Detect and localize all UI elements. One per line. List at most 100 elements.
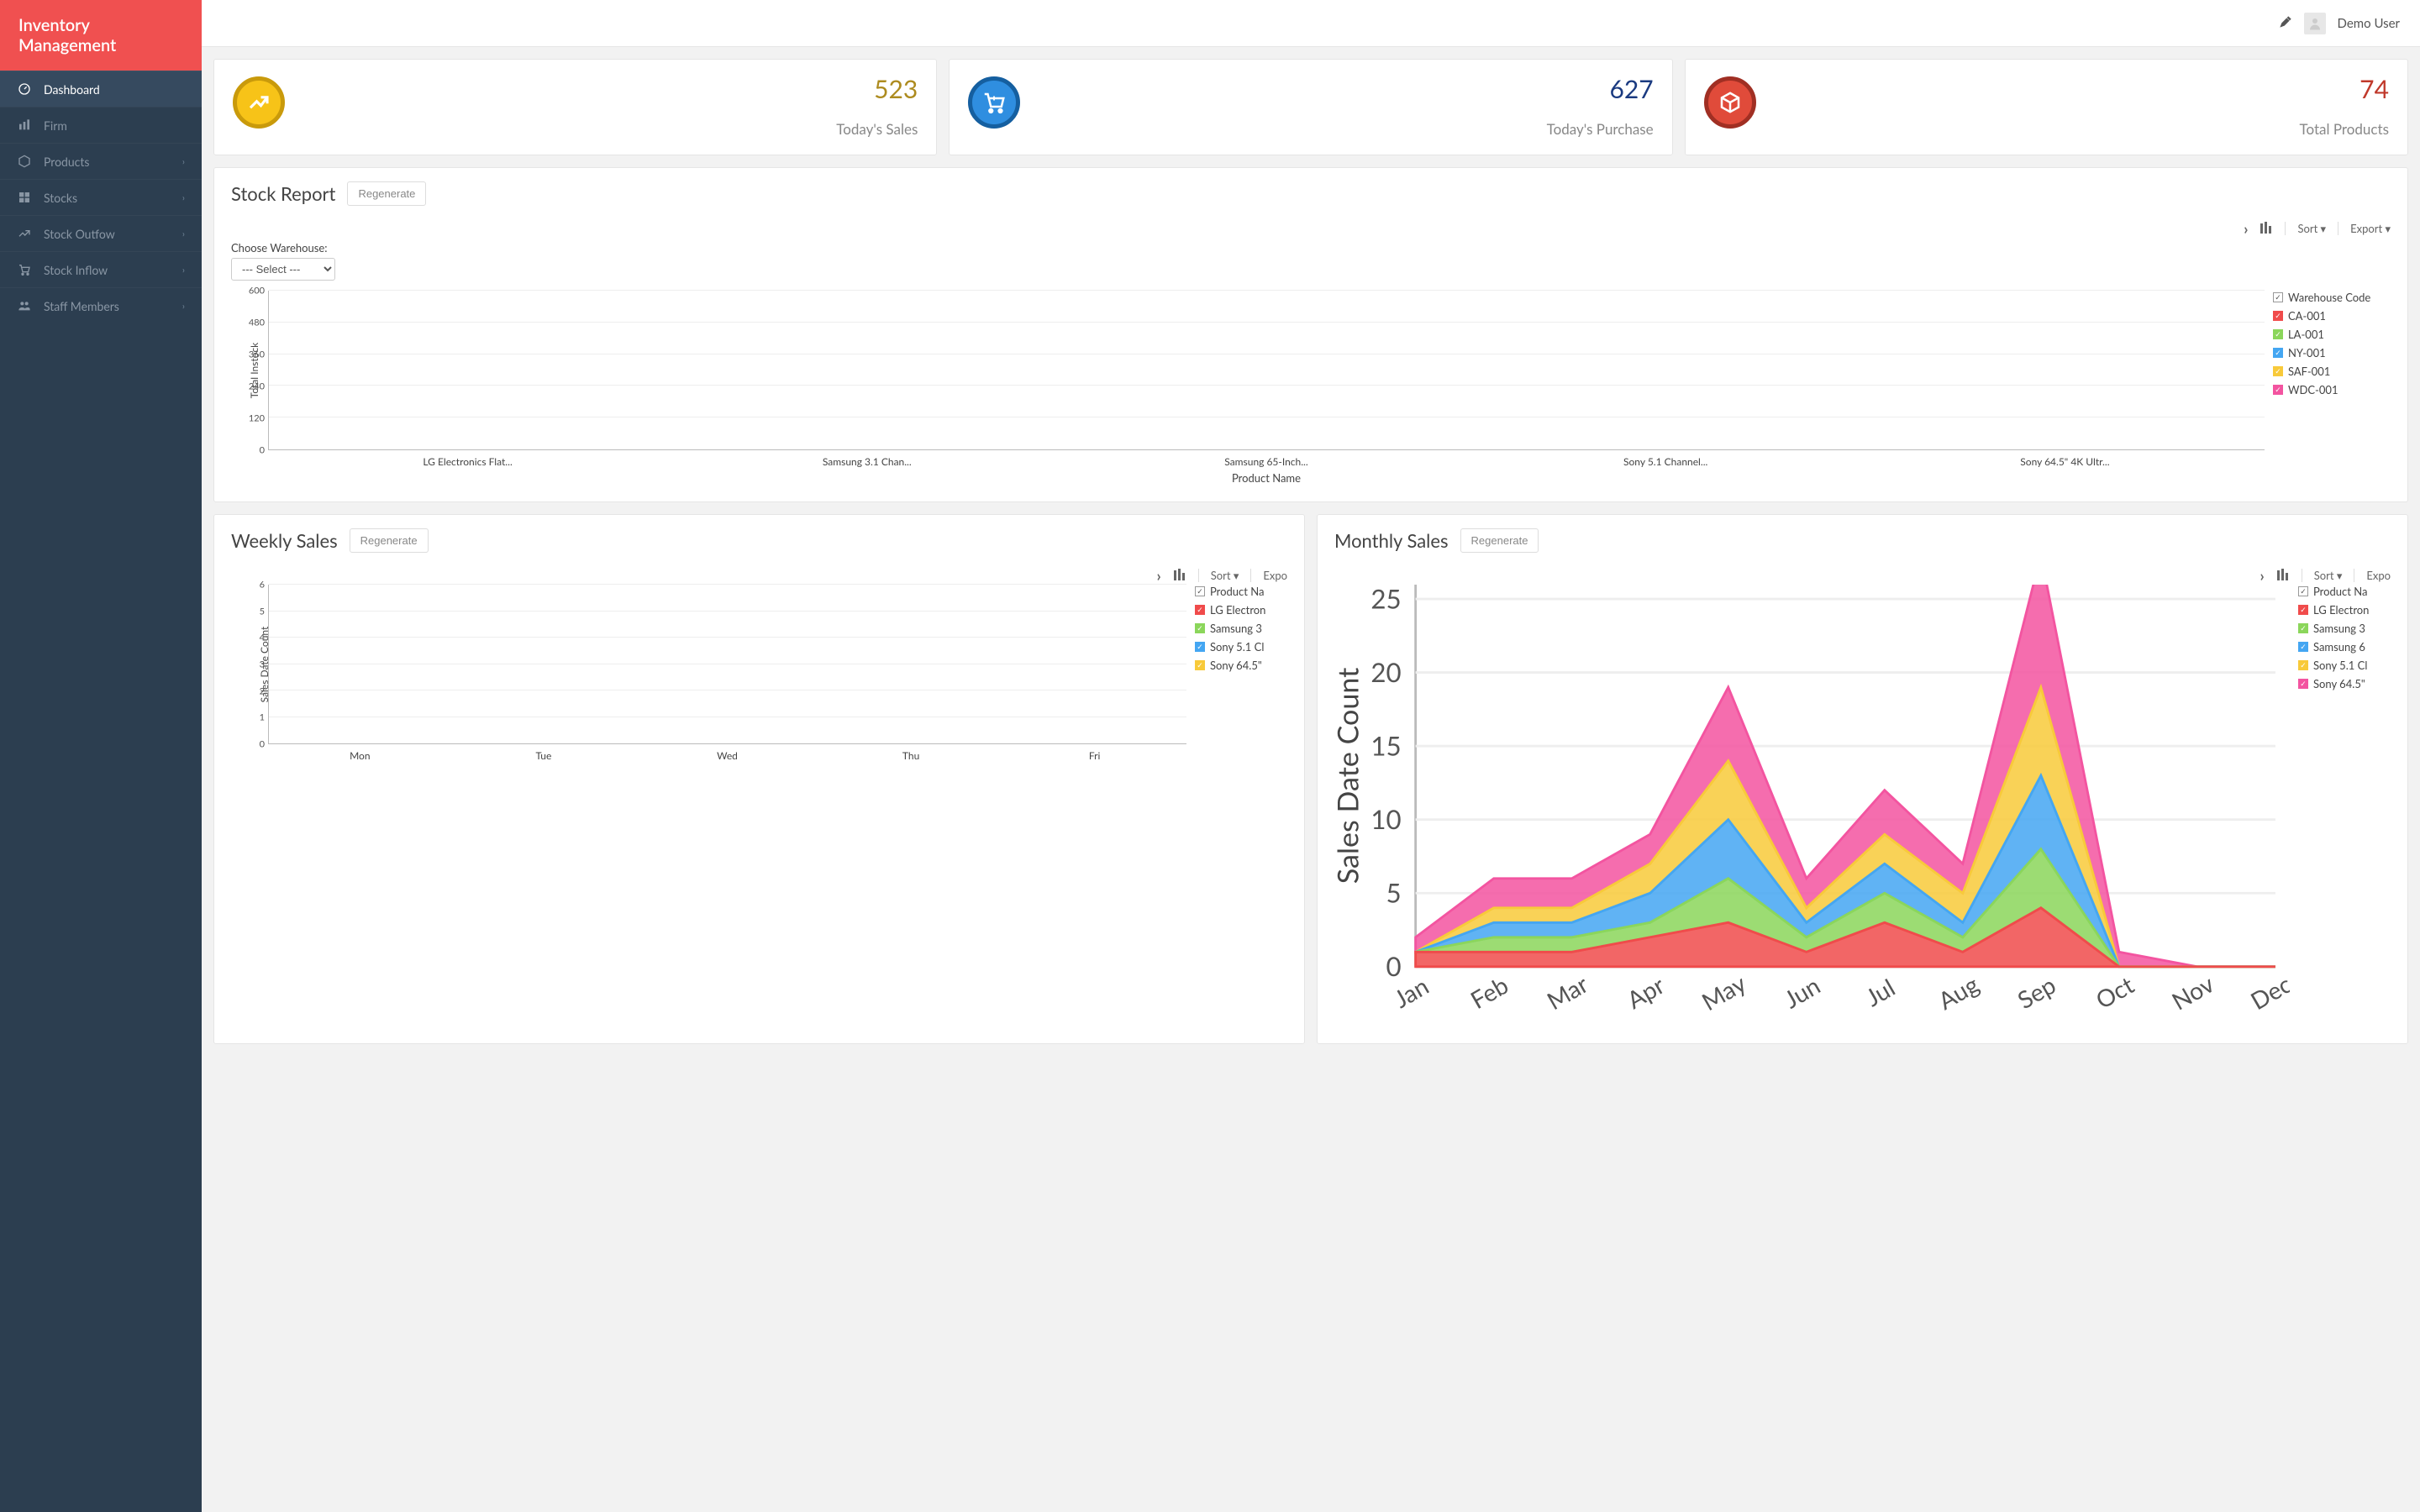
stat-value: 523: [300, 76, 918, 102]
x-axis-label: Product Name: [268, 471, 2265, 485]
sidebar-item-firm[interactable]: Firm: [0, 107, 202, 143]
svg-text:Aug: Aug: [1933, 970, 1984, 1016]
monthly-legend: ✓Product Na✓LG Electron✓Samsung 3✓Samsun…: [2298, 585, 2391, 1026]
svg-text:0: 0: [1386, 950, 1401, 982]
outflow-icon: [17, 226, 32, 241]
monthly-sales-panel: Monthly Sales Regenerate › Sort ▾ Expo S…: [1317, 514, 2408, 1044]
weekly-chart: Sales Date Count 0123456 MonTueWedThuFri: [231, 585, 1186, 762]
chevron-right-icon: ›: [182, 301, 185, 312]
monthly-chart: Sales Date Count 0510152025JanFebMarAprM…: [1334, 585, 2290, 1026]
sidebar-item-products[interactable]: Products ›: [0, 143, 202, 179]
legend-item[interactable]: ✓LA-001: [2273, 328, 2391, 341]
regenerate-button[interactable]: Regenerate: [1460, 528, 1539, 553]
package-icon: [1704, 76, 1756, 129]
legend-title: Product Na: [2313, 585, 2367, 598]
stat-label: Today's Purchase: [1035, 120, 1653, 138]
x-label: Wed: [635, 744, 819, 762]
regenerate-button[interactable]: Regenerate: [350, 528, 429, 553]
expand-icon[interactable]: ›: [2260, 566, 2264, 585]
sidebar: Inventory Management Dashboard Firm Prod…: [0, 0, 202, 1512]
stat-label: Today's Sales: [300, 120, 918, 138]
stat-value: 74: [1771, 76, 2389, 102]
legend-item[interactable]: ✓Samsung 3: [2298, 622, 2391, 635]
legend-item[interactable]: ✓NY-001: [2273, 346, 2391, 360]
x-label: Thu: [819, 744, 1003, 762]
stock-report-panel: Stock Report Regenerate › Sort ▾ Export …: [213, 167, 2408, 502]
expand-icon[interactable]: ›: [1156, 566, 1160, 585]
legend-item[interactable]: ✓WDC-001: [2273, 383, 2391, 396]
sidebar-item-dashboard[interactable]: Dashboard: [0, 71, 202, 107]
svg-text:Jul: Jul: [1861, 974, 1901, 1013]
export-dropdown[interactable]: Export ▾: [2350, 222, 2391, 236]
svg-text:20: 20: [1370, 656, 1401, 688]
export-dropdown[interactable]: Expo: [1263, 569, 1287, 582]
sidebar-item-stock-outfow[interactable]: Stock Outfow ›: [0, 215, 202, 251]
stock-report-title: Stock Report: [231, 182, 335, 205]
svg-text:May: May: [1697, 969, 1751, 1016]
nav-label: Staff Members: [44, 299, 182, 313]
chevron-right-icon: ›: [182, 228, 185, 239]
x-label: Sony 5.1 Channel...: [1466, 450, 1865, 468]
trend-icon: [233, 76, 285, 129]
legend-item[interactable]: ✓Sony 64.5": [1195, 659, 1287, 672]
columns-icon[interactable]: [2276, 569, 2290, 583]
legend-title: Product Na: [1210, 585, 1264, 598]
brand-title: Inventory Management: [0, 0, 202, 71]
stock-chart: Total Instock 0120240360480600 LG Electr…: [231, 291, 2265, 485]
svg-text:5: 5: [1386, 877, 1401, 909]
legend-item[interactable]: ✓Sony 5.1 Cl: [1195, 640, 1287, 654]
legend-item[interactable]: ✓Samsung 3: [1195, 622, 1287, 635]
sidebar-item-stocks[interactable]: Stocks ›: [0, 179, 202, 215]
x-label: Sony 64.5" 4K Ultr...: [1865, 450, 2265, 468]
x-label: Mon: [268, 744, 452, 762]
columns-icon[interactable]: [1173, 569, 1186, 583]
x-label: Samsung 3.1 Chan...: [667, 450, 1066, 468]
sidebar-item-staff-members[interactable]: Staff Members ›: [0, 287, 202, 323]
expand-icon[interactable]: ›: [2244, 219, 2248, 238]
svg-text:15: 15: [1370, 730, 1401, 762]
legend-item[interactable]: ✓SAF-001: [2273, 365, 2391, 378]
legend-title: Warehouse Code: [2288, 291, 2370, 304]
nav-label: Dashboard: [44, 82, 185, 97]
legend-item[interactable]: ✓LG Electron: [1195, 603, 1287, 617]
sort-dropdown[interactable]: Sort ▾: [2297, 222, 2326, 236]
warehouse-label: Choose Warehouse:: [231, 241, 2391, 255]
dashboard-icon: [17, 81, 32, 97]
svg-text:Sales Date Count: Sales Date Count: [1334, 668, 1365, 885]
stat-card: 523 Today's Sales: [213, 59, 937, 155]
legend-item[interactable]: ✓Sony 5.1 Cl: [2298, 659, 2391, 672]
sort-dropdown[interactable]: Sort ▾: [2314, 569, 2343, 583]
chart-toolbar: › Sort ▾ Export ▾: [214, 214, 2407, 238]
x-label: Samsung 65-Inch...: [1066, 450, 1465, 468]
svg-text:Nov: Nov: [2167, 969, 2219, 1016]
regenerate-button[interactable]: Regenerate: [347, 181, 426, 206]
legend-item[interactable]: ✓CA-001: [2273, 309, 2391, 323]
svg-text:Mar: Mar: [1542, 969, 1593, 1016]
svg-text:10: 10: [1370, 803, 1401, 835]
weekly-title: Weekly Sales: [231, 529, 338, 552]
svg-text:Oct: Oct: [2091, 971, 2139, 1016]
svg-text:Feb: Feb: [1465, 971, 1513, 1015]
username[interactable]: Demo User: [2338, 16, 2400, 31]
stat-card: 627 Today's Purchase: [949, 59, 1672, 155]
products-icon: [17, 154, 32, 169]
settings-icon[interactable]: [2279, 15, 2292, 31]
x-label: Tue: [452, 744, 636, 762]
stat-label: Total Products: [1771, 120, 2389, 138]
legend-item[interactable]: ✓Samsung 6: [2298, 640, 2391, 654]
weekly-legend: ✓Product Na✓LG Electron✓Samsung 3✓Sony 5…: [1195, 585, 1287, 762]
sort-dropdown[interactable]: Sort ▾: [1211, 569, 1239, 583]
columns-icon[interactable]: [2260, 222, 2273, 236]
warehouse-select[interactable]: --- Select ---: [231, 258, 335, 281]
x-label: Fri: [1002, 744, 1186, 762]
legend-item[interactable]: ✓LG Electron: [2298, 603, 2391, 617]
chevron-right-icon: ›: [182, 192, 185, 203]
nav: Dashboard Firm Products › Stocks › Stock…: [0, 71, 202, 323]
staff-icon: [17, 298, 32, 313]
export-dropdown[interactable]: Expo: [2366, 569, 2391, 582]
sidebar-item-stock-inflow[interactable]: Stock Inflow ›: [0, 251, 202, 287]
legend-item[interactable]: ✓Sony 64.5": [2298, 677, 2391, 690]
stocks-icon: [17, 190, 32, 205]
avatar[interactable]: [2304, 13, 2326, 34]
x-label: LG Electronics Flat...: [268, 450, 667, 468]
